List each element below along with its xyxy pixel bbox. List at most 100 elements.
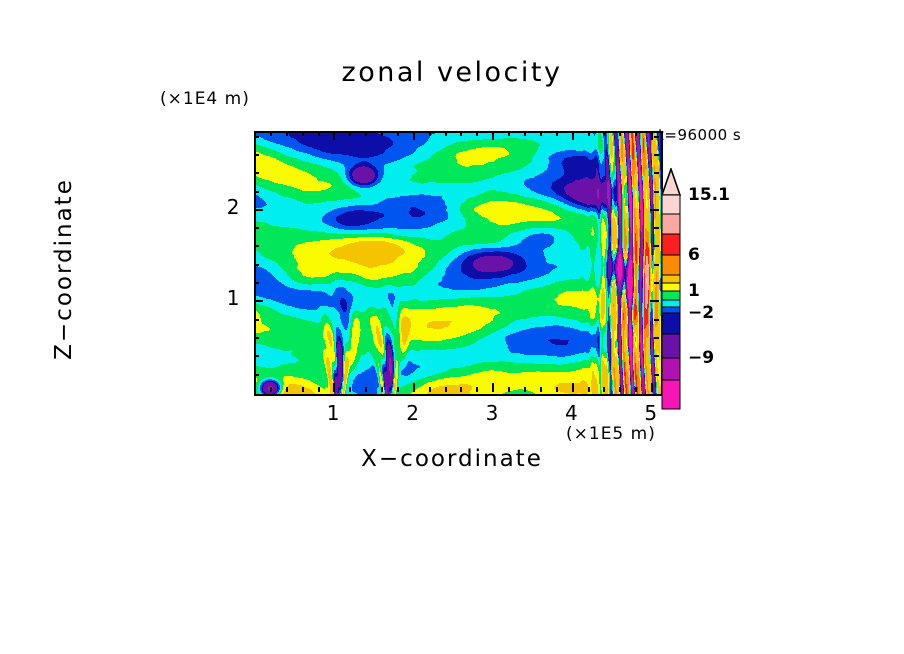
x-minor-tick bbox=[635, 387, 638, 392]
x-major-tick bbox=[492, 383, 495, 392]
x-minor-tick-top bbox=[539, 131, 542, 136]
x-minor-tick bbox=[349, 387, 352, 392]
y-minor-tick bbox=[254, 135, 259, 138]
x-minor-tick bbox=[301, 387, 304, 392]
y-minor-tick-right bbox=[654, 135, 659, 138]
x-minor-tick bbox=[587, 387, 590, 392]
x-minor-tick bbox=[476, 387, 479, 392]
x-major-tick-top bbox=[571, 131, 574, 140]
x-major-tick bbox=[651, 383, 654, 392]
x-minor-tick-top bbox=[365, 131, 368, 136]
x-minor-tick bbox=[444, 387, 447, 392]
y-axis-unit-label: (×1E4 m) bbox=[160, 89, 250, 109]
x-major-tick bbox=[333, 383, 336, 392]
x-major-tick-top bbox=[333, 131, 336, 140]
y-minor-tick bbox=[254, 190, 259, 193]
x-minor-tick bbox=[269, 387, 272, 392]
x-minor-tick bbox=[396, 387, 399, 392]
y-minor-tick-right bbox=[654, 318, 659, 321]
y-minor-tick bbox=[254, 153, 259, 156]
x-minor-tick-top bbox=[285, 131, 288, 136]
y-major-tick bbox=[254, 300, 263, 303]
x-minor-tick-top bbox=[460, 131, 463, 136]
x-minor-tick bbox=[619, 387, 622, 392]
x-tick-label: 5 bbox=[644, 401, 658, 425]
x-tick-label: 4 bbox=[565, 401, 579, 425]
x-minor-tick bbox=[285, 387, 288, 392]
colorbar-tick-label: 15.1 bbox=[688, 185, 730, 205]
x-major-tick-top bbox=[492, 131, 495, 140]
x-minor-tick-top bbox=[524, 131, 526, 136]
x-minor-tick-top bbox=[619, 131, 622, 136]
y-minor-tick bbox=[254, 263, 259, 266]
colorbar-tick-label: −9 bbox=[688, 348, 715, 368]
colorbar-swatches bbox=[661, 168, 681, 410]
y-minor-tick bbox=[254, 245, 259, 248]
y-axis-title: Z−coordinate bbox=[51, 178, 77, 360]
y-minor-tick-right bbox=[654, 373, 659, 376]
x-minor-tick-top bbox=[301, 131, 304, 136]
x-minor-tick bbox=[555, 387, 558, 392]
colorbar-tick-label: 6 bbox=[688, 245, 700, 265]
x-minor-tick bbox=[603, 387, 606, 392]
y-minor-tick-right bbox=[654, 263, 659, 266]
y-minor-tick bbox=[254, 337, 259, 340]
time-annotation: t=96000 s bbox=[658, 126, 742, 144]
x-minor-tick-top bbox=[587, 131, 590, 136]
x-tick-label: 3 bbox=[485, 401, 499, 425]
x-minor-tick-top bbox=[317, 131, 320, 136]
x-minor-tick-top bbox=[269, 131, 272, 136]
x-minor-tick bbox=[539, 387, 542, 392]
y-minor-tick bbox=[254, 282, 259, 285]
y-major-tick-right bbox=[650, 300, 659, 303]
x-minor-tick bbox=[365, 387, 368, 392]
x-major-tick-top bbox=[651, 131, 654, 140]
y-minor-tick-right bbox=[654, 355, 659, 358]
colorbar-tick-label: −2 bbox=[688, 303, 715, 323]
x-minor-tick-top bbox=[444, 131, 447, 136]
y-minor-tick-right bbox=[654, 337, 659, 340]
x-tick-label: 2 bbox=[406, 401, 420, 425]
page-title: zonal velocity bbox=[341, 57, 563, 88]
x-minor-tick-top bbox=[555, 131, 558, 136]
y-tick-label: 2 bbox=[226, 194, 240, 219]
colorbar bbox=[661, 168, 681, 410]
x-major-tick-top bbox=[412, 131, 415, 140]
y-minor-tick-right bbox=[654, 153, 659, 156]
y-minor-tick-right bbox=[654, 172, 659, 175]
y-minor-tick-right bbox=[654, 190, 659, 193]
x-minor-tick-top bbox=[508, 131, 511, 136]
contour-field bbox=[256, 133, 661, 394]
x-minor-tick-top bbox=[396, 131, 399, 136]
y-minor-tick bbox=[254, 373, 259, 376]
y-tick-label: 1 bbox=[226, 286, 240, 311]
x-axis-unit-label: (×1E5 m) bbox=[566, 424, 656, 444]
y-minor-tick-right bbox=[654, 282, 659, 285]
x-minor-tick bbox=[428, 387, 431, 392]
x-minor-tick-top bbox=[428, 131, 431, 136]
x-minor-tick-top bbox=[635, 131, 638, 136]
y-major-tick-right bbox=[650, 208, 659, 211]
x-minor-tick bbox=[381, 387, 384, 392]
y-minor-tick-right bbox=[654, 245, 659, 248]
contour-plot-area bbox=[254, 131, 663, 396]
y-minor-tick bbox=[254, 318, 259, 321]
y-major-tick bbox=[254, 208, 263, 211]
y-minor-tick bbox=[254, 227, 259, 230]
x-axis-title: X−coordinate bbox=[361, 446, 543, 472]
x-minor-tick-top bbox=[381, 131, 384, 136]
x-minor-tick-top bbox=[476, 131, 479, 136]
x-major-tick bbox=[412, 383, 415, 392]
x-minor-tick bbox=[460, 387, 463, 392]
colorbar-tick-label: 1 bbox=[688, 281, 700, 301]
y-minor-tick-right bbox=[654, 227, 659, 230]
x-minor-tick-top bbox=[349, 131, 352, 136]
x-minor-tick bbox=[524, 387, 526, 392]
y-minor-tick bbox=[254, 172, 259, 175]
x-minor-tick-top bbox=[603, 131, 606, 136]
x-major-tick bbox=[571, 383, 574, 392]
x-tick-label: 1 bbox=[326, 401, 341, 425]
y-minor-tick bbox=[254, 355, 259, 358]
x-minor-tick bbox=[317, 387, 320, 392]
x-minor-tick bbox=[508, 387, 511, 392]
